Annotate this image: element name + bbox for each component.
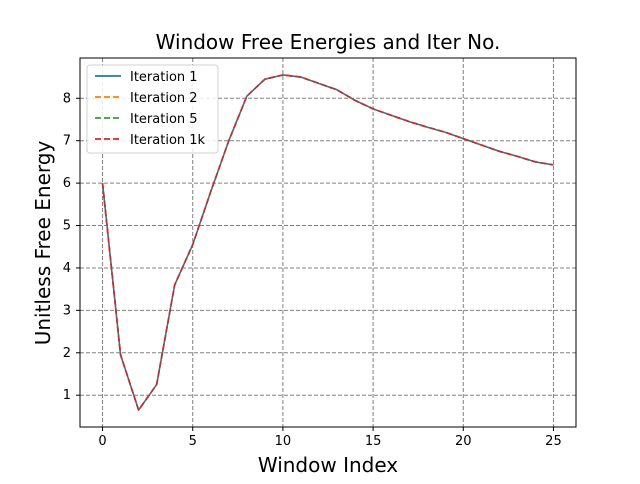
x-axis-label: Window Index [258,453,398,477]
x-tick-label: 25 [545,434,562,449]
chart-title: Window Free Energies and Iter No. [156,30,501,54]
series-line-4 [101,74,554,411]
y-tick-label: 2 [63,346,71,361]
ticks: 0 5 10 15 20 25 1 2 3 4 5 6 7 8 [63,91,562,449]
y-axis-label: Unitless Free Energy [31,141,55,346]
legend: Iteration 1 Iteration 2 Iteration 5 Iterati… [86,64,219,154]
y-tick-label: 1 [63,388,71,403]
plot-frame [79,57,577,428]
legend-box [86,64,219,154]
x-tick-label: 10 [275,434,292,449]
x-tick-label: 20 [455,434,472,449]
axes [79,57,577,428]
y-tick-label: 6 [63,176,71,191]
y-tick-label: 3 [63,303,71,318]
y-tick-label: 5 [63,219,71,234]
series-lines [101,74,554,411]
x-tick-label: 0 [98,434,106,449]
legend-label-3: Iteration 5 [130,112,198,127]
legend-label-4: Iteration 1k [130,133,206,148]
y-tick-label: 8 [63,91,71,106]
y-tick-label: 7 [63,134,71,149]
legend-label-2: Iteration 2 [130,91,198,106]
y-tick-label: 4 [63,261,71,276]
x-tick-label: 5 [189,434,197,449]
x-tick-label: 15 [365,434,382,449]
legend-label-1: Iteration 1 [130,70,198,85]
